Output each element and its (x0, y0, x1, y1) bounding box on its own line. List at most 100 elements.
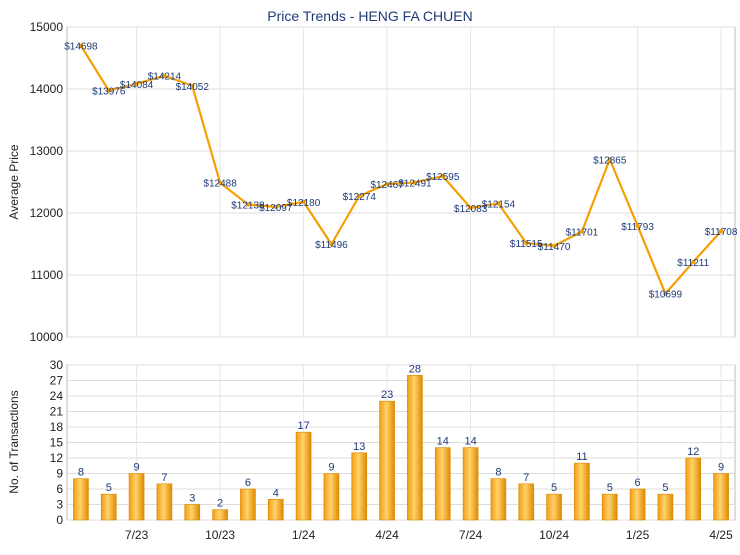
transaction-bar (100, 493, 117, 521)
price-point (134, 81, 139, 86)
transactions-y-tick-label: 9 (56, 467, 63, 481)
price-data-label: $12154 (482, 199, 516, 210)
price-data-label: $11211 (677, 258, 709, 269)
price-data-label: $11708 (705, 227, 738, 238)
price-data-label: $12083 (454, 204, 488, 215)
transactions-data-labels: 8 5 9 7 3 2 6 4 17 9 13 23 28 14 14 8 7 5 11 5 6 5 12 9 (78, 363, 724, 509)
price-point (635, 223, 640, 229)
transaction-data-label: 12 (687, 446, 699, 458)
price-data-label: $14084 (120, 80, 154, 91)
price-point (607, 157, 612, 162)
transaction-data-label: 14 (437, 436, 449, 448)
price-y-axis-label: Average Price (7, 144, 21, 219)
transactions-y-tick-label: 12 (50, 451, 64, 465)
price-plot-area (66, 26, 736, 338)
transaction-data-label: 23 (381, 389, 393, 401)
price-data-label: $11701 (566, 228, 599, 239)
price-data-label: $14214 (148, 72, 182, 83)
price-point (217, 180, 223, 185)
transactions-y-tick-label: 15 (50, 436, 64, 450)
transaction-data-label: 17 (297, 420, 309, 432)
transaction-bar (434, 447, 451, 521)
price-y-tick-label: 12000 (30, 206, 64, 220)
transaction-data-label: 4 (273, 487, 279, 499)
x-tick-label: 7/23 (125, 528, 149, 542)
price-point (718, 228, 724, 234)
transaction-data-label: 6 (245, 477, 251, 489)
transaction-data-label: 5 (607, 482, 613, 494)
transaction-bar (295, 431, 312, 521)
transactions-y-axis-label: No. of Transactions (7, 390, 21, 493)
x-axis-tick-labels: 7/23 10/23 1/24 4/24 7/24 10/24 1/25 4/25 (125, 528, 733, 542)
transactions-y-tick-label: 21 (50, 405, 64, 419)
transactions-y-tick-label: 0 (56, 513, 63, 527)
transactions-y-tick-label: 24 (50, 389, 64, 403)
transaction-bar (601, 493, 618, 521)
price-data-label: $12595 (426, 172, 460, 183)
transaction-data-label: 2 (217, 498, 223, 510)
price-data-label: $12274 (343, 192, 377, 203)
transaction-data-label: 3 (189, 493, 195, 505)
transaction-bar (128, 473, 145, 521)
transaction-data-label: 8 (78, 467, 84, 479)
transaction-bar (657, 493, 674, 521)
price-point (551, 243, 557, 249)
transaction-bar (490, 478, 507, 521)
x-tick-label: 10/24 (539, 528, 569, 542)
x-tick-label: 4/24 (375, 528, 399, 542)
price-data-label: $14698 (64, 42, 98, 53)
transaction-data-label: 5 (551, 482, 557, 494)
transaction-bar (546, 493, 562, 521)
price-y-tick-label: 13000 (30, 144, 64, 158)
transaction-data-label: 28 (409, 363, 421, 375)
transactions-y-tick-label: 6 (56, 482, 63, 496)
price-data-label: $12491 (398, 179, 432, 190)
price-point (384, 181, 390, 187)
x-tick-label: 4/25 (709, 528, 733, 542)
transaction-data-label: 7 (161, 472, 167, 484)
transaction-data-label: 7 (523, 472, 529, 484)
transaction-data-label: 5 (106, 482, 112, 494)
price-y-tick-label: 15000 (30, 20, 64, 34)
x-tick-label: 1/25 (626, 528, 650, 542)
price-data-label: $12180 (287, 198, 321, 209)
transaction-bar (379, 400, 395, 521)
transactions-bars (73, 375, 729, 521)
transaction-bar (407, 375, 423, 521)
chart-title: Price Trends - HENG FA CHUEN (267, 8, 472, 24)
price-point (301, 199, 306, 205)
price-point (663, 291, 668, 296)
transaction-bar (267, 499, 284, 521)
transaction-data-label: 9 (134, 462, 140, 474)
price-y-tick-label: 14000 (30, 82, 64, 96)
price-data-label: $10699 (649, 290, 683, 301)
price-line (79, 45, 722, 295)
price-point (691, 259, 696, 265)
price-point (579, 229, 585, 234)
transaction-bar (351, 452, 368, 521)
transaction-bar (184, 504, 201, 521)
price-point (440, 173, 445, 179)
price-point (468, 205, 473, 211)
price-data-points (78, 43, 724, 296)
transaction-data-label: 5 (662, 482, 668, 494)
transaction-data-label: 8 (495, 467, 501, 479)
price-point (357, 193, 362, 199)
transaction-bar (574, 462, 590, 521)
price-data-label: $13976 (92, 86, 126, 97)
transaction-bar (156, 483, 173, 521)
price-data-label: $11470 (538, 242, 571, 253)
price-point (524, 240, 529, 246)
x-tick-label: 1/24 (292, 528, 316, 542)
transaction-bar (629, 488, 646, 521)
transaction-data-label: 14 (464, 436, 476, 448)
x-tick-label: 7/24 (459, 528, 483, 542)
price-point (106, 88, 111, 93)
price-point (329, 242, 334, 247)
price-point (496, 201, 501, 206)
transaction-bar (73, 478, 89, 521)
price-data-label: $12467 (370, 180, 404, 191)
price-y-tick-label: 10000 (30, 330, 64, 344)
